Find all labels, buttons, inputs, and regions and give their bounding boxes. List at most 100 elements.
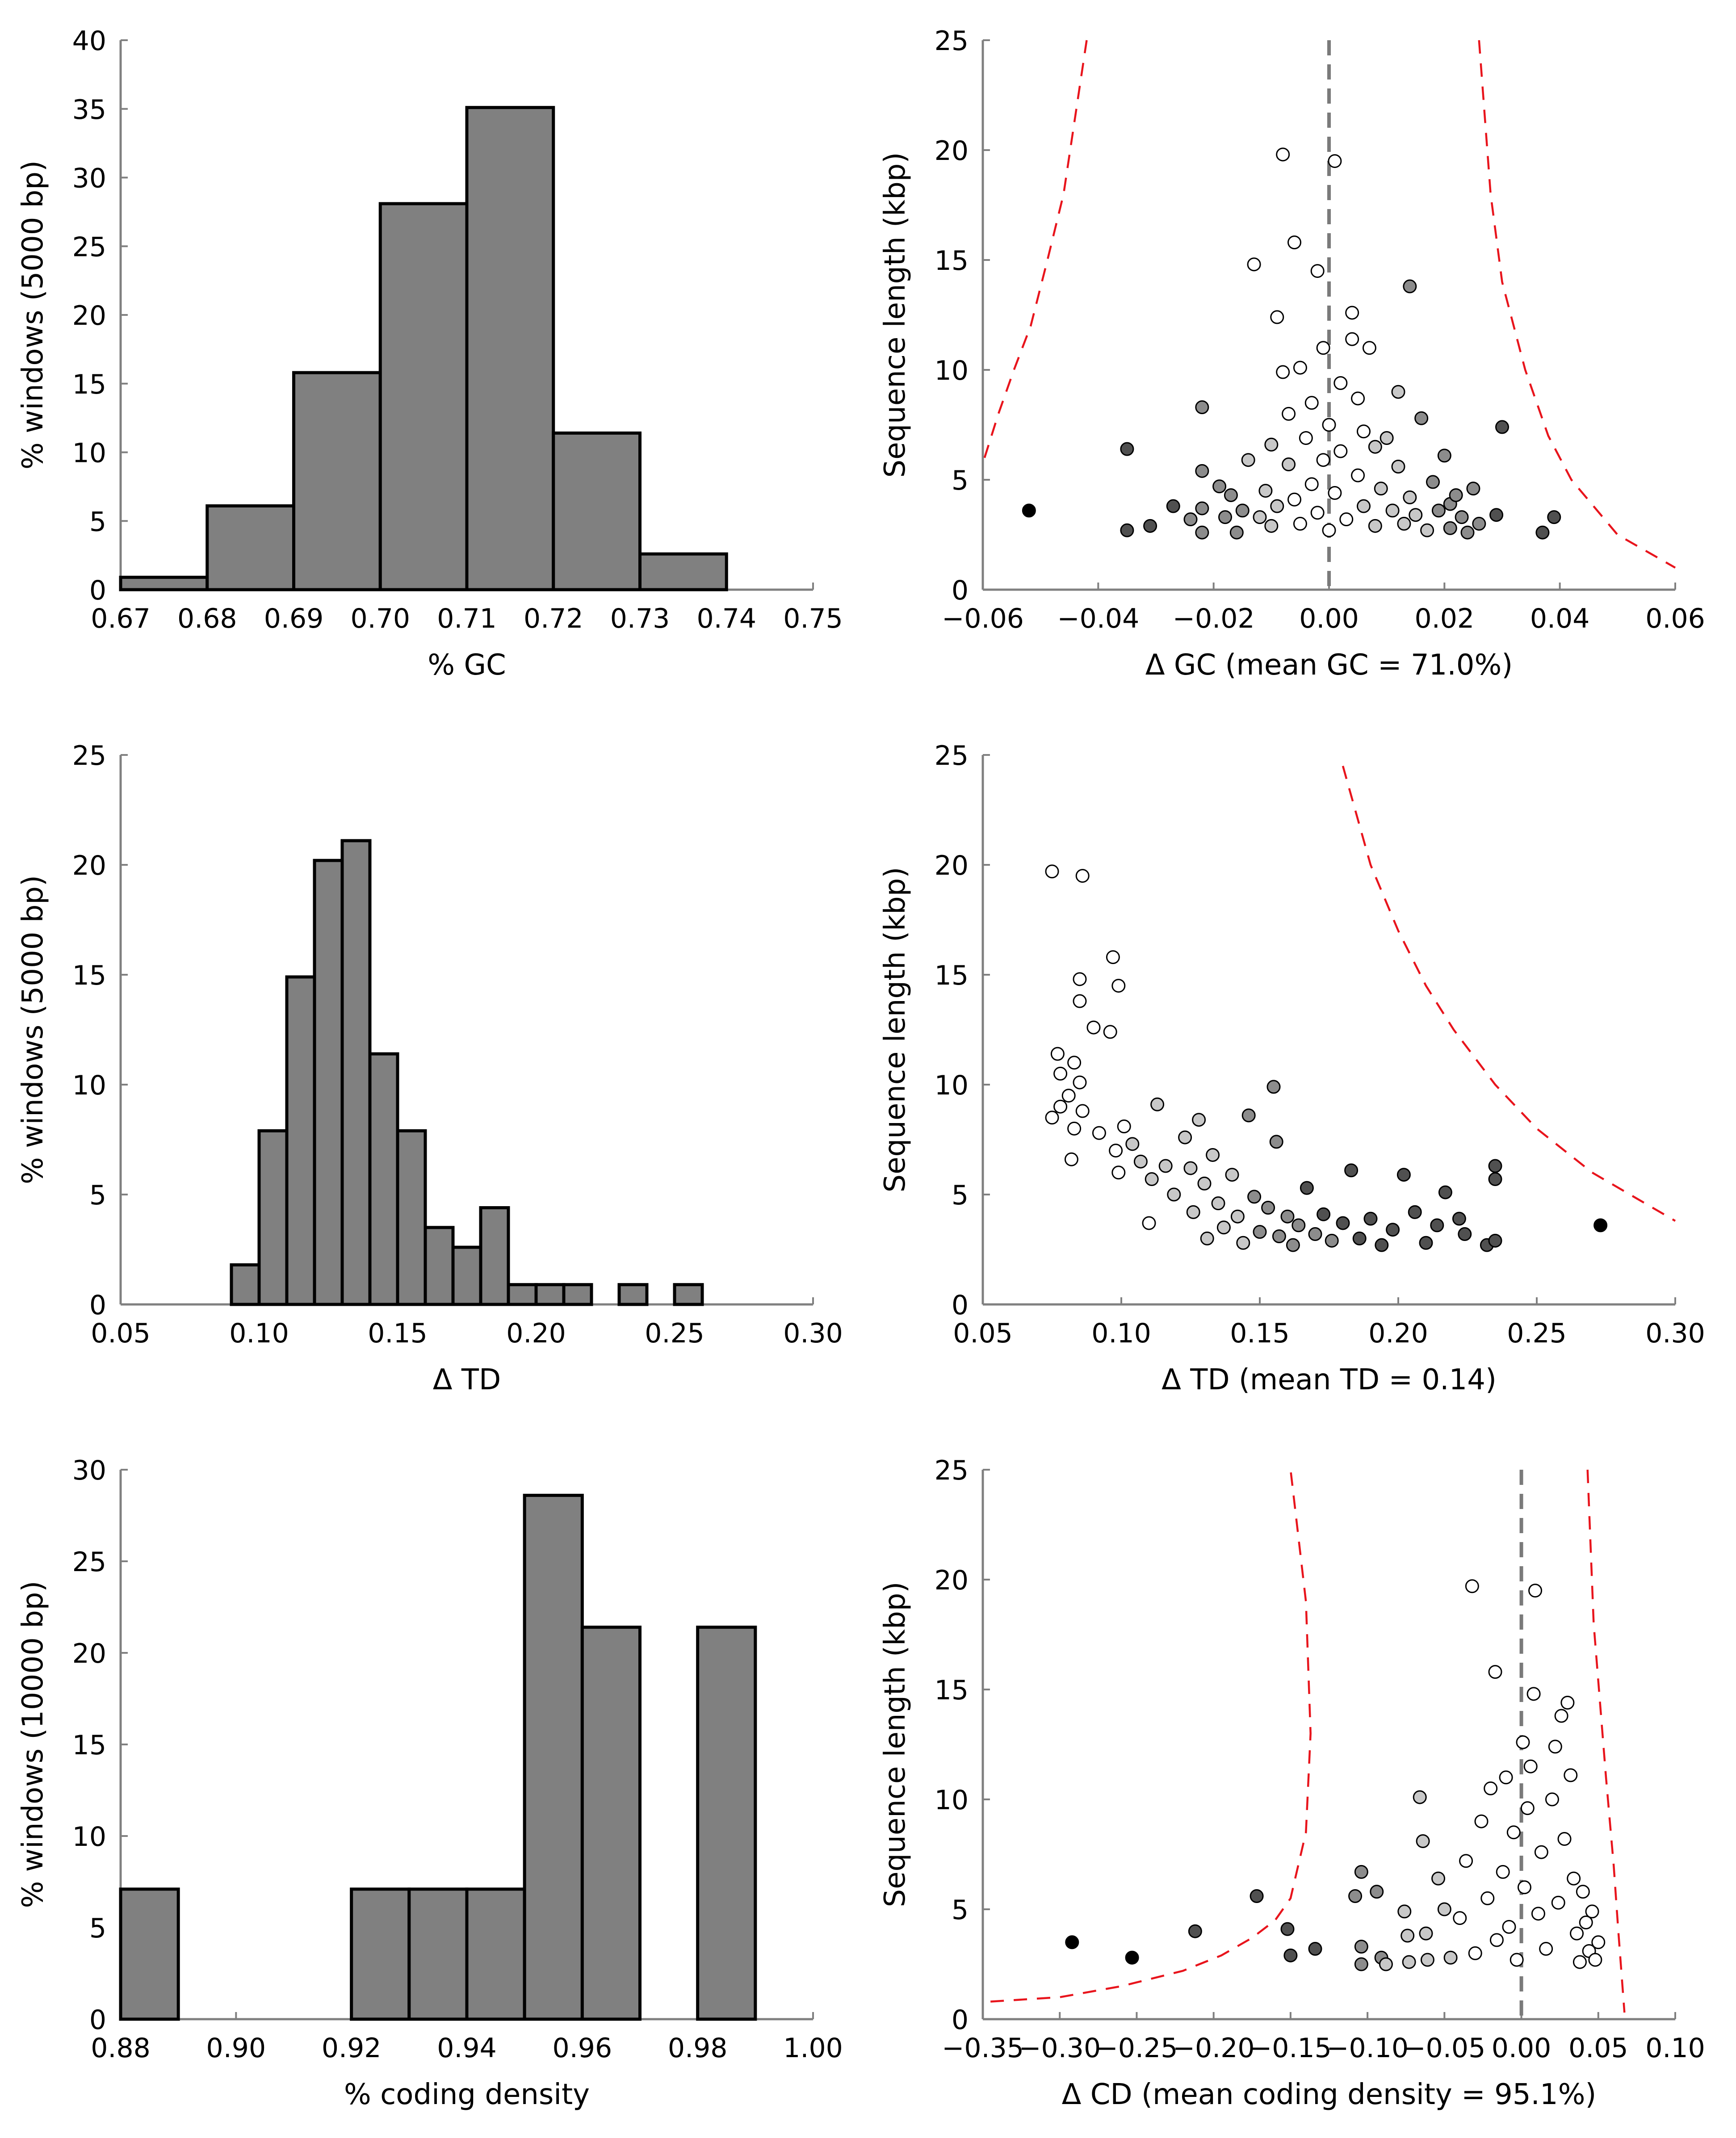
gc-scatter-bound-curve: [1478, 40, 1676, 569]
td-scatter-point: [1396, 1168, 1411, 1182]
td-scatter-point: [1067, 1056, 1082, 1070]
cd-scatter-point: [1370, 1885, 1384, 1899]
td-scatter-point: [1075, 869, 1090, 883]
gc-histogram-x-tick-label: 0.73: [610, 603, 670, 634]
cd-scatter-x-tick-label: −0.20: [1173, 2033, 1255, 2064]
gc-scatter-point: [1304, 477, 1319, 491]
td-scatter-point: [1386, 1223, 1400, 1237]
cd-histogram-y-tick-label: 10: [72, 1821, 106, 1853]
cd-scatter-y-tick-label: 10: [935, 1785, 969, 1816]
gc-histogram-y-tick-label: 0: [89, 575, 106, 606]
gc-scatter-ylabel: Sequence length (kbp): [879, 152, 912, 478]
gc-histogram-y-tick-label: 25: [72, 231, 106, 263]
gc-scatter-x-tick-label: −0.06: [942, 603, 1024, 634]
gc-histogram-bar: [292, 371, 382, 591]
cd-scatter-point: [1420, 1953, 1434, 1967]
td-scatter-point: [1064, 1152, 1078, 1166]
gc-scatter-point: [1276, 147, 1290, 162]
gc-scatter-point: [1351, 391, 1365, 406]
gc-scatter-point: [1333, 444, 1348, 458]
gc-scatter-point: [1241, 453, 1255, 467]
cd-scatter-point: [1453, 1911, 1467, 1925]
td-scatter-point: [1053, 1099, 1068, 1114]
cd-histogram-y-tick-label: 25: [72, 1547, 106, 1578]
td-scatter-point: [1300, 1181, 1314, 1195]
td-scatter-point: [1488, 1233, 1502, 1248]
td-scatter-y-tick-label: 25: [935, 740, 969, 771]
gc-histogram-bar: [119, 575, 209, 591]
cd-scatter-bound-curve: [990, 1469, 1312, 2003]
td-histogram-bar: [673, 1283, 704, 1306]
td-scatter-point: [1375, 1238, 1389, 1252]
cd-histogram-x-tick-label: 0.94: [437, 2033, 497, 2064]
td-scatter-point: [1133, 1154, 1148, 1169]
td-scatter-point: [1117, 1119, 1131, 1133]
td-scatter-point: [1286, 1238, 1300, 1252]
td-histogram-x-tick-label: 0.15: [368, 1318, 428, 1349]
td-scatter-point: [1106, 950, 1120, 964]
gc-scatter-point: [1431, 503, 1446, 518]
cd-histogram-x-tick-label: 0.92: [322, 2033, 382, 2064]
td-scatter-point: [1192, 1113, 1206, 1127]
gc-scatter-y-tick-label: 15: [935, 245, 969, 277]
cd-histogram-bar: [119, 1887, 180, 2021]
td-scatter-point: [1225, 1168, 1239, 1182]
cd-scatter-point: [1551, 1895, 1565, 1910]
td-scatter-point: [1308, 1227, 1322, 1241]
td-histogram-x-tick-label: 0.20: [506, 1318, 566, 1349]
cd-scatter-point: [1570, 1926, 1584, 1941]
gc-histogram-y-tick-label: 15: [72, 369, 106, 400]
td-scatter-point: [1325, 1233, 1339, 1248]
cd-scatter-point: [1401, 1928, 1415, 1943]
td-scatter-point: [1266, 1080, 1281, 1094]
gc-histogram-y-tick-label: 20: [72, 300, 106, 331]
td-histogram-y-tick-label: 0: [89, 1290, 106, 1321]
td-scatter-point: [1086, 1020, 1101, 1035]
td-scatter-y-tick-label: 0: [952, 1290, 969, 1321]
td-scatter-point: [1073, 1075, 1087, 1090]
td-scatter-point: [1438, 1185, 1452, 1199]
gc-scatter-point: [1247, 257, 1261, 272]
gc-scatter-point: [1345, 332, 1359, 346]
td-scatter-y-tick-label: 20: [935, 850, 969, 881]
gc-scatter-point: [1368, 519, 1382, 533]
gc-scatter-point: [1339, 512, 1354, 527]
cd-histogram-y-tick-label: 5: [89, 1913, 106, 1944]
gc-scatter-point: [1460, 525, 1475, 540]
td-histogram-bar: [617, 1283, 649, 1306]
td-histogram-bar: [534, 1283, 566, 1306]
cd-histogram-bar: [407, 1887, 469, 2021]
cd-scatter-point: [1531, 1907, 1545, 1921]
gc-scatter-point: [1212, 479, 1227, 494]
cd-scatter-point: [1188, 1924, 1202, 1938]
td-scatter-point: [1111, 979, 1126, 993]
td-scatter-point: [1408, 1205, 1422, 1219]
gc-histogram-bar: [205, 504, 295, 591]
td-histogram-bar: [340, 839, 372, 1306]
td-scatter-point: [1292, 1218, 1306, 1232]
td-scatter-panel: Sequence length (kbp) Δ TD (mean TD = 0.…: [879, 740, 1705, 1396]
gc-scatter-point: [1322, 418, 1336, 432]
cd-scatter-x-tick-label: −0.25: [1096, 2033, 1178, 2064]
td-scatter-point: [1272, 1229, 1286, 1243]
cd-scatter-point: [1354, 1957, 1368, 1971]
cd-scatter-xlabel: Δ CD (mean coding density = 95.1%): [1062, 2078, 1597, 2111]
gc-scatter-point: [1414, 411, 1429, 425]
td-scatter-point: [1045, 1111, 1059, 1125]
gc-histogram-ylabel: % windows (5000 bp): [17, 160, 50, 470]
gc-histogram-x-tick-label: 0.69: [264, 603, 324, 634]
td-scatter-point: [1216, 1220, 1231, 1235]
td-scatter-point: [1092, 1126, 1106, 1140]
cd-scatter-x-tick-label: −0.05: [1403, 2033, 1485, 2064]
gc-scatter-point: [1287, 492, 1301, 507]
cd-scatter-x-tick-label: 0.05: [1568, 2033, 1628, 2064]
gc-scatter-point: [1328, 486, 1342, 500]
cd-scatter-point: [1545, 1792, 1559, 1807]
td-scatter-point: [1336, 1216, 1350, 1230]
cd-scatter-y-tick-label: 0: [952, 2004, 969, 2036]
cd-scatter-point: [1585, 1904, 1599, 1919]
gc-scatter-point: [1391, 459, 1405, 474]
cd-scatter-point: [1510, 1953, 1524, 1967]
gc-scatter-point: [1403, 490, 1417, 504]
